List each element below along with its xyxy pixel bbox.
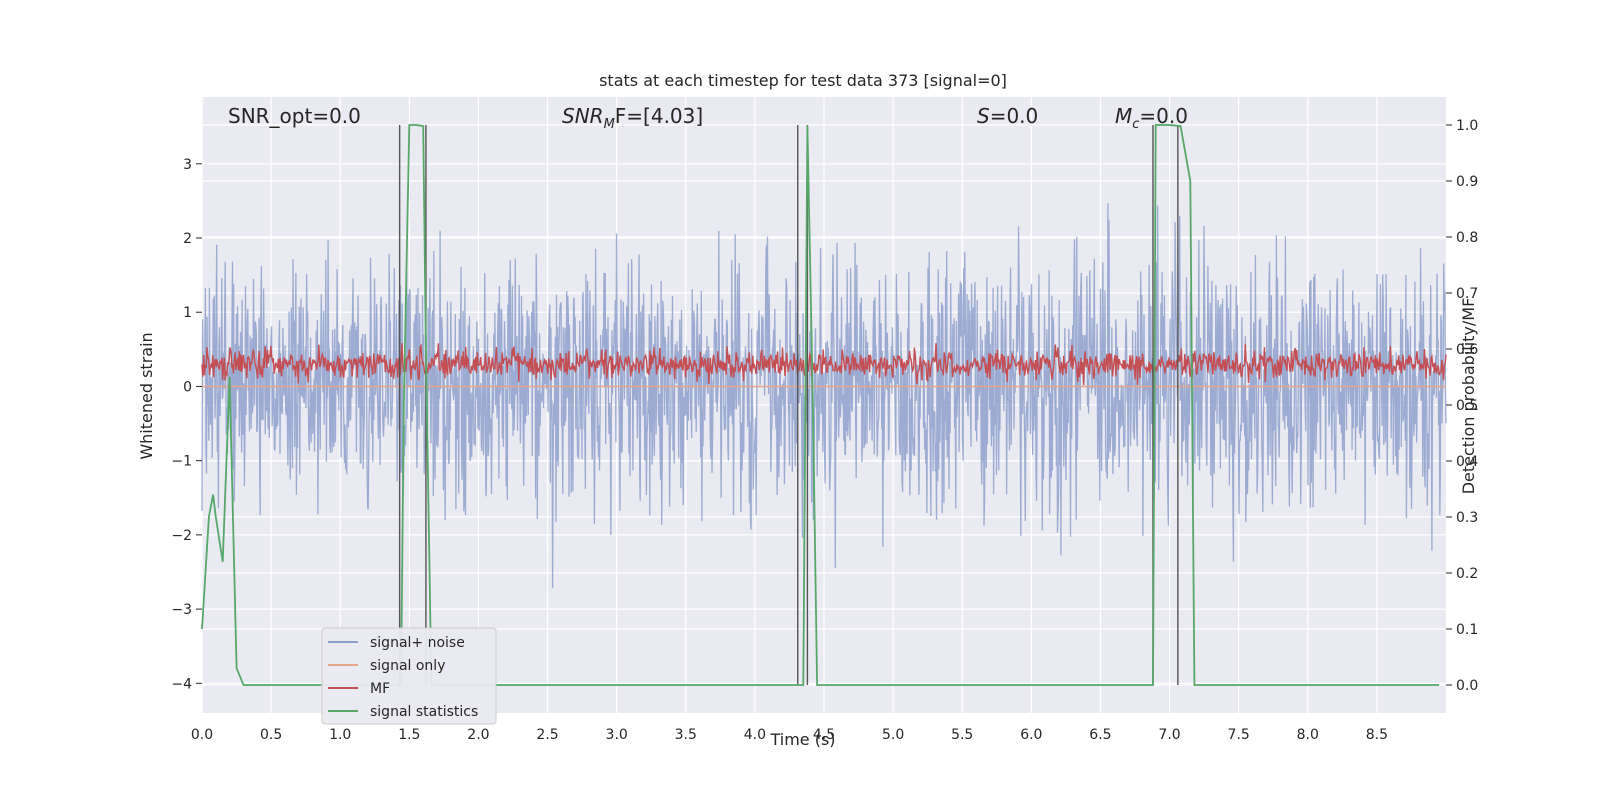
- y-right-tick-label: 0.3: [1456, 510, 1478, 526]
- annotation-mc-val: =0.0: [1139, 104, 1188, 128]
- y-right-tick-label: 0.5: [1456, 398, 1478, 414]
- x-axis-label: Time (s): [769, 730, 835, 749]
- legend-label: signal statistics: [370, 704, 478, 720]
- annotation-snr-opt: SNR_opt=0.0: [228, 104, 361, 128]
- series-signal-noise-line: [201, 178, 1447, 589]
- x-tick-label: 2.5: [536, 727, 558, 743]
- x-tick-label: 8.0: [1297, 727, 1319, 743]
- annotation-s-val: =0.0: [990, 104, 1039, 128]
- y-left-tick-label: −1: [171, 454, 192, 470]
- y-right-tick-label: 0.6: [1456, 342, 1478, 358]
- x-tick-label: 0.0: [191, 727, 213, 743]
- x-tick-label: 5.5: [951, 727, 973, 743]
- y-right-tick-label: 0.1: [1456, 622, 1478, 638]
- legend-box: [321, 627, 497, 725]
- annotation-snr-mf-sub: M: [604, 117, 615, 132]
- annotation-snr-mf-val: F=[4.03]: [615, 104, 703, 128]
- y-left-tick-label: 1: [183, 305, 192, 321]
- y-left-tick-label: 3: [183, 157, 192, 173]
- y-left-tick-label: −4: [171, 676, 192, 692]
- legend: signal+ noise signal only MF signal statist…: [321, 627, 497, 725]
- y-right-tick-label: 0.4: [1456, 454, 1478, 470]
- x-tick-label: 7.0: [1158, 727, 1180, 743]
- series-mf-line: [201, 343, 1447, 386]
- y-left-tick-labels: −4 −3 −2 −1 0 1 2 3: [171, 157, 202, 692]
- annotation-snr-mf: SNRMF=[4.03]: [562, 104, 703, 132]
- series-signal-noise: [201, 178, 1447, 589]
- x-tick-label: 3.5: [675, 727, 697, 743]
- x-tick-label: 0.5: [260, 727, 282, 743]
- annotation-mc-sub: c: [1132, 117, 1139, 132]
- y-axis-label-left: Whitened strain: [137, 332, 156, 459]
- x-tick-label: 6.0: [1020, 727, 1042, 743]
- legend-label: signal only: [370, 658, 445, 674]
- annotation-mc: Mc=0.0: [1115, 104, 1188, 132]
- x-tick-label: 3.0: [606, 727, 628, 743]
- y-right-tick-label: 0.0: [1456, 678, 1478, 694]
- y-right-tick-label: 0.2: [1456, 566, 1478, 582]
- x-tick-label: 7.5: [1228, 727, 1250, 743]
- y-right-tick-label: 0.7: [1456, 286, 1478, 302]
- y-left-tick-label: 2: [183, 231, 192, 247]
- legend-label: signal+ noise: [370, 635, 465, 651]
- y-right-tick-labels: 0.0 0.1 0.2 0.3 0.4 0.5 0.6 0.7 0.8 0.9 1.0: [1446, 118, 1478, 694]
- x-tick-labels: 0.0 0.5 1.0 1.5 2.0 2.5 3.0 3.5 4.0 4.5 5.0 5.5 6.0 6…: [191, 727, 1388, 743]
- y-left-tick-label: −3: [171, 602, 192, 618]
- y-right-tick-label: 1.0: [1456, 118, 1478, 134]
- series-mf: [201, 343, 1447, 386]
- y-axis-label-right: Detection probability/MF: [1459, 298, 1478, 495]
- y-right-tick-label: 0.8: [1456, 230, 1478, 246]
- x-tick-label: 5.0: [882, 727, 904, 743]
- annotation-snr-mf-var: SNR: [562, 104, 604, 128]
- annotation-mc-var: M: [1115, 104, 1132, 128]
- x-tick-label: 1.0: [329, 727, 351, 743]
- annotation-s: S=0.0: [977, 104, 1038, 128]
- legend-label: MF: [370, 681, 390, 697]
- x-tick-label: 1.5: [398, 727, 420, 743]
- x-tick-label: 4.5: [813, 727, 835, 743]
- annotation-s-var: S: [977, 104, 990, 128]
- x-tick-label: 4.0: [744, 727, 766, 743]
- x-tick-label: 6.5: [1089, 727, 1111, 743]
- chart-title: stats at each timestep for test data 373…: [599, 71, 1007, 90]
- x-tick-label: 8.5: [1366, 727, 1388, 743]
- x-tick-label: 2.0: [467, 727, 489, 743]
- y-left-tick-label: 0: [183, 379, 192, 395]
- y-left-tick-label: −2: [171, 528, 192, 544]
- y-right-tick-label: 0.9: [1456, 174, 1478, 190]
